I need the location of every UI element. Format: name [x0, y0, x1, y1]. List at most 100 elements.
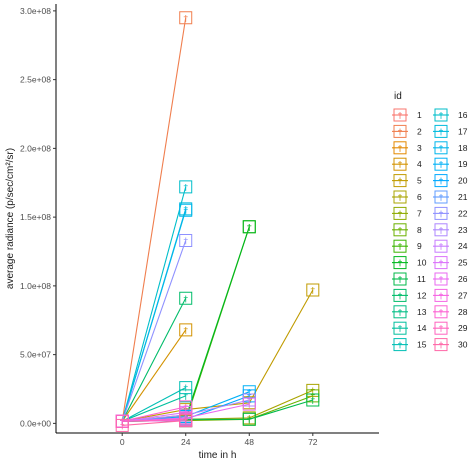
- y-tick-label: 5.0e+07: [20, 350, 51, 360]
- data-point-dagger: †: [120, 418, 125, 428]
- data-point-dagger: †: [120, 418, 125, 428]
- data-point-dagger: †: [311, 287, 316, 297]
- legend-item-23: † 23: [433, 223, 468, 237]
- data-point-dagger: †: [247, 401, 252, 411]
- series-line-14: [121, 395, 186, 422]
- data-point-dagger: †: [120, 418, 125, 428]
- data-point-dagger: †: [183, 205, 188, 215]
- data-point-dagger: †: [120, 418, 125, 428]
- data-point-dagger: †: [120, 418, 125, 428]
- data-point-marker: [179, 203, 193, 217]
- series-line-18: [121, 210, 187, 422]
- axes: 0.0e+00 5.0e+07 1.0e+08 1.5e+08 2.0e+08 2.5e+…: [5, 4, 379, 461]
- data-point-dagger: †: [120, 418, 125, 428]
- data-point-dagger: †: [120, 418, 125, 428]
- legend-key-dagger: †: [398, 194, 403, 204]
- data-point-dagger: †: [183, 207, 188, 217]
- legend-label: 1: [417, 110, 422, 120]
- legend-key-dagger: †: [439, 276, 444, 286]
- legend-label: 25: [458, 258, 468, 268]
- data-point-marker: [242, 412, 256, 426]
- data-point-dagger: †: [183, 237, 188, 247]
- y-tick-label: 1.0e+08: [20, 281, 51, 291]
- legend-key-dagger: †: [398, 226, 403, 236]
- legend-key-dagger: †: [398, 243, 403, 253]
- data-point-marker: [179, 389, 193, 403]
- data-point-dagger: †: [120, 418, 125, 428]
- data-point-dagger: †: [247, 223, 252, 233]
- series-line-28: [122, 406, 186, 422]
- x-tick-label: 0: [120, 437, 125, 447]
- data-point-marker: [179, 11, 193, 25]
- legend-item-7: † 7: [392, 206, 422, 220]
- legend-item-14: † 14: [392, 321, 427, 335]
- legend-key-dagger: †: [398, 292, 403, 302]
- data-point-dagger: †: [120, 418, 125, 428]
- x-axis-title: time in h: [199, 450, 237, 461]
- legend-key-dagger: †: [398, 341, 403, 351]
- data-point-dagger: †: [120, 418, 125, 428]
- legend-label: 19: [458, 159, 468, 169]
- data-point-dagger: †: [120, 418, 125, 428]
- legend-key-dagger: †: [439, 112, 444, 122]
- data-point-marker: [179, 234, 193, 247]
- legend-item-8: † 8: [392, 223, 422, 237]
- legend-item-24: † 24: [433, 239, 468, 253]
- data-point-dagger: †: [183, 417, 188, 427]
- legend-item-22: † 22: [433, 206, 468, 220]
- legend-label: 15: [417, 340, 427, 350]
- data-point-dagger: †: [247, 399, 252, 409]
- legend-key-dagger: †: [398, 144, 403, 154]
- legend-key-dagger: †: [439, 325, 444, 335]
- legend-item-21: † 21: [433, 190, 468, 204]
- legend-key-dagger: †: [439, 177, 444, 187]
- data-point-dagger: †: [120, 422, 125, 432]
- y-tick-label: 2.0e+08: [20, 143, 51, 153]
- legend-label: 24: [458, 241, 468, 251]
- legend-label: 2: [417, 126, 422, 136]
- data-point-marker: [115, 418, 129, 432]
- data-point-marker: [242, 397, 256, 411]
- data-point-dagger: †: [120, 418, 125, 428]
- y-tick-label: 1.5e+08: [20, 212, 51, 222]
- data-point-dagger: †: [183, 414, 188, 424]
- data-point-dagger: †: [311, 387, 316, 397]
- legend-label: 21: [458, 192, 468, 202]
- legend-key-dagger: †: [439, 194, 444, 204]
- legend-label: 8: [417, 225, 422, 235]
- data-point-marker: [179, 180, 193, 194]
- legend-label: 30: [458, 340, 468, 350]
- data-point-marker: [179, 323, 193, 337]
- y-tick-label: 2.5e+08: [20, 75, 51, 85]
- data-point-dagger: †: [120, 418, 125, 428]
- legend-item-12: † 12: [392, 288, 427, 302]
- data-point-dagger: †: [183, 403, 188, 413]
- y-axis-title: average radiance (p/sec/cm²/sr): [5, 148, 16, 289]
- data-point-dagger: †: [120, 418, 125, 428]
- legend-label: 6: [417, 192, 422, 202]
- legend-key-dagger: †: [398, 112, 403, 122]
- legend-item-15: † 15: [392, 338, 427, 352]
- legend-label: 4: [417, 159, 422, 169]
- legend-title: id: [394, 91, 402, 102]
- data-point-dagger: †: [120, 418, 125, 428]
- legend-key-dagger: †: [398, 276, 403, 286]
- series-line-30: [122, 420, 186, 426]
- y-tick-label: 3.0e+08: [20, 6, 51, 16]
- legend-label: 12: [417, 290, 427, 300]
- data-point-dagger: †: [120, 418, 125, 428]
- legend-key-dagger: †: [398, 177, 403, 187]
- legend-label: 13: [417, 307, 427, 317]
- legend-key-dagger: †: [439, 210, 444, 220]
- legend-label: 22: [458, 208, 468, 218]
- data-point-dagger: †: [120, 418, 125, 428]
- data-point-dagger: †: [183, 392, 188, 402]
- legend-key-dagger: †: [439, 144, 444, 154]
- series-line-2: [121, 17, 187, 422]
- data-point-dagger: †: [120, 418, 125, 428]
- plot-area: † †††† †††††††† † ††††† † ††† ††† ††† † ††††† †††††…: [115, 11, 320, 432]
- x-tick-label: 24: [181, 437, 191, 447]
- data-point-dagger: †: [247, 416, 252, 426]
- data-point-dagger: †: [183, 406, 188, 416]
- legend-label: 18: [458, 143, 468, 153]
